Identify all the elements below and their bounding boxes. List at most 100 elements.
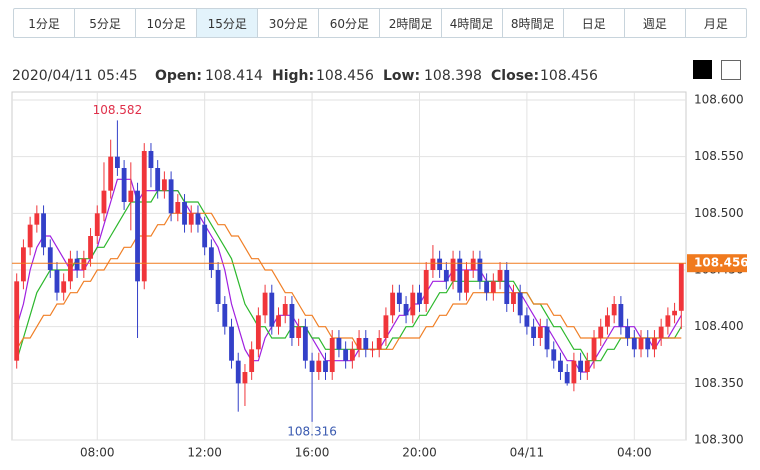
min-annotation: 108.316 xyxy=(287,424,337,438)
timeframe-tab[interactable]: 8時間足 xyxy=(501,9,563,37)
candle-body xyxy=(208,247,214,270)
candle-body xyxy=(504,270,510,304)
candle-body xyxy=(168,179,174,214)
timeframe-tab[interactable]: 5分足 xyxy=(74,9,135,37)
candle-body xyxy=(101,190,107,214)
candle-body xyxy=(114,156,120,168)
candle-body xyxy=(376,338,382,350)
candle-body xyxy=(356,338,362,350)
candle-body xyxy=(517,292,523,316)
timeframe-tab[interactable]: 15分足 xyxy=(196,9,258,37)
x-tick-label: 04:00 xyxy=(617,446,652,460)
close-label: Close: xyxy=(491,68,539,84)
light-theme-toggle[interactable] xyxy=(721,60,741,80)
y-tick-label: 108.300 xyxy=(694,433,744,447)
candle-body xyxy=(34,213,40,225)
low-label: Low: xyxy=(383,68,420,84)
moving-average-line xyxy=(16,212,682,350)
y-tick-label: 108.350 xyxy=(694,376,744,390)
timeframe-tab[interactable]: 60分足 xyxy=(318,9,379,37)
candle-body xyxy=(195,213,201,225)
moving-average-line xyxy=(16,190,682,362)
candle-body xyxy=(175,202,181,214)
x-tick-label: 04/11 xyxy=(510,446,545,460)
candle-body xyxy=(645,338,651,350)
candle-body xyxy=(558,360,563,372)
timeframe-tab[interactable]: 10分足 xyxy=(135,9,196,37)
candle-body xyxy=(296,326,302,338)
candle-body xyxy=(47,247,53,270)
timeframe-tab[interactable]: 30分足 xyxy=(257,9,318,37)
y-tick-label: 108.550 xyxy=(694,149,744,163)
timeframe-tabs: 1分足 5分足 10分足 15分足 30分足 60分足 2時間足 4時間足 8時間足 日足 週足 月足 xyxy=(13,8,747,38)
candle-body xyxy=(67,258,73,282)
candle-body xyxy=(477,258,483,282)
last-price-box xyxy=(687,254,747,273)
candle-body xyxy=(222,304,228,327)
open-label: Open: xyxy=(155,68,202,84)
candle-body xyxy=(309,360,315,372)
candle-body xyxy=(631,338,637,350)
candle-body xyxy=(497,270,503,282)
candle-body xyxy=(571,360,577,384)
candle-body xyxy=(370,349,375,351)
candle-body xyxy=(464,270,469,293)
candle-body xyxy=(598,326,604,338)
candle-body xyxy=(94,213,100,236)
candle-body xyxy=(336,338,342,350)
candle-body xyxy=(135,190,140,282)
close-value: 108.456 xyxy=(540,68,598,84)
candle-body xyxy=(437,258,443,270)
datetime: 2020/04/11 05:45 xyxy=(12,68,138,84)
timeframe-tab[interactable]: 週足 xyxy=(623,9,685,37)
y-tick-label: 108.400 xyxy=(694,319,744,333)
y-tick-label: 108.500 xyxy=(694,206,744,220)
candle-body xyxy=(41,213,46,248)
candle-body xyxy=(490,281,496,293)
candle-body xyxy=(108,156,114,191)
candle-body xyxy=(484,281,490,293)
candle-body xyxy=(14,281,20,361)
candle-body xyxy=(316,360,322,372)
timeframe-tab[interactable]: 2時間足 xyxy=(379,9,440,37)
candle-body xyxy=(20,247,26,282)
candle-body xyxy=(54,270,60,293)
candle-body xyxy=(618,304,624,327)
x-tick-label: 08:00 xyxy=(80,446,115,460)
candle-body xyxy=(638,338,644,350)
candle-body xyxy=(262,292,268,316)
candle-body xyxy=(537,326,543,338)
timeframe-tab[interactable]: 4時間足 xyxy=(440,9,502,37)
candle-body xyxy=(511,292,516,304)
y-tick-label: 108.450 xyxy=(694,263,744,277)
candle-body xyxy=(155,168,161,191)
candle-body xyxy=(74,258,80,270)
last-price-label: 108.456 xyxy=(694,256,749,270)
candle-body xyxy=(551,349,557,361)
x-tick-label: 20:00 xyxy=(402,446,437,460)
candle-body xyxy=(605,315,610,327)
x-tick-label: 12:00 xyxy=(187,446,222,460)
timeframe-tab[interactable]: 日足 xyxy=(562,9,624,37)
timeframe-tab[interactable]: 1分足 xyxy=(28,16,60,31)
low-value: 108.398 xyxy=(424,68,482,84)
candle-body xyxy=(27,224,33,248)
candle-body xyxy=(121,168,127,202)
dark-theme-toggle[interactable] xyxy=(693,60,712,79)
timeframe-tab[interactable]: 月足 xyxy=(684,9,746,37)
candle-body xyxy=(215,270,221,304)
candle-body xyxy=(202,224,208,248)
candle-body xyxy=(323,360,328,372)
candle-body xyxy=(61,281,67,293)
candle-body xyxy=(672,310,678,316)
candle-body xyxy=(470,258,476,270)
plot-frame xyxy=(11,91,687,441)
candle-body xyxy=(128,190,134,202)
candle-body xyxy=(276,315,281,327)
moving-average-line xyxy=(16,178,682,373)
candle-body xyxy=(531,326,537,338)
candle-body xyxy=(457,258,463,293)
candle-body xyxy=(188,213,194,225)
